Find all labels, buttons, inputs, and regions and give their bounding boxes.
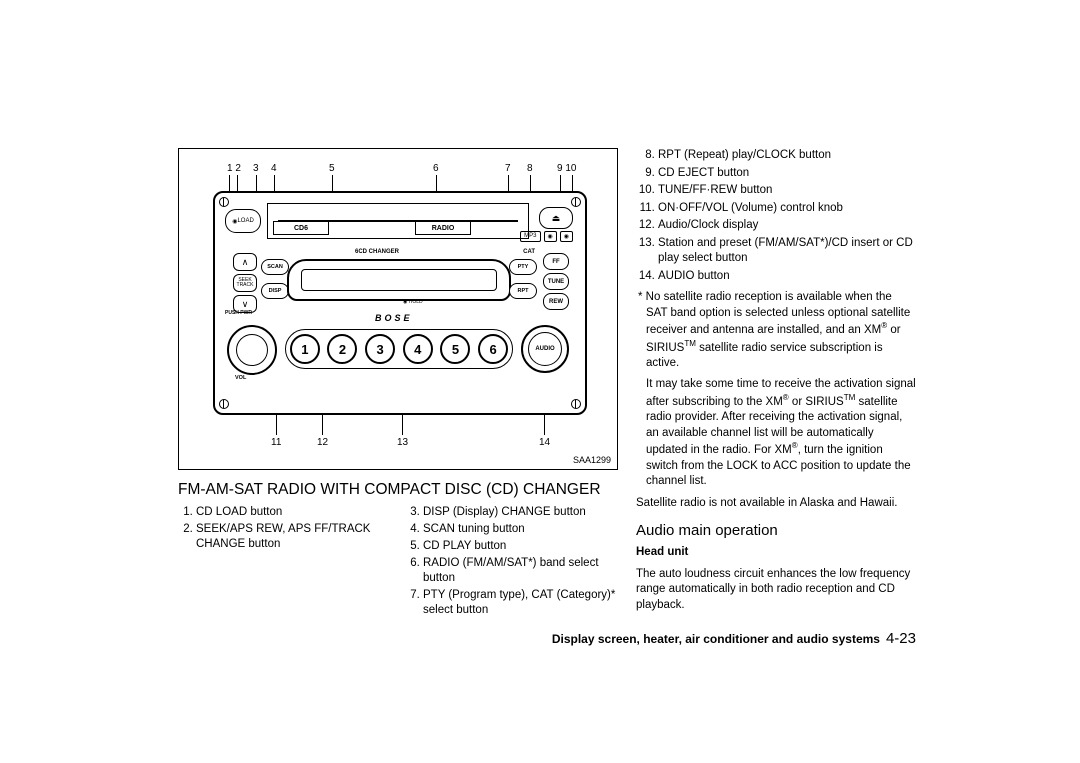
load-button: ◉ LOAD (225, 209, 261, 233)
callout: 1 2 (227, 163, 241, 174)
format-badges: MP3◉◉ (520, 231, 573, 242)
sat-availability: Satellite radio is not available in Alas… (636, 496, 916, 512)
callout: 11 (271, 437, 281, 448)
callout-list-b: DISP (Display) CHANGE button SCAN tuning… (405, 505, 618, 618)
volume-knob (227, 325, 277, 375)
scan-button: SCAN (261, 259, 289, 275)
preset-buttons: 1 2 3 4 5 6 (285, 329, 513, 369)
changer-label: 6CD CHANGER (355, 249, 399, 255)
callout-list-a: CD LOAD button SEEK/APS REW, APS FF/TRAC… (178, 505, 391, 552)
callout: 9 10 (557, 163, 576, 174)
callout: 5 (329, 163, 335, 174)
eject-button: ⏏ (539, 207, 573, 229)
hold-label: ◉ HOLD (403, 299, 423, 305)
push-pwr-label: PUSH PWR (225, 311, 252, 316)
rpt-button: RPT (509, 283, 537, 299)
subheading: Audio main operation (636, 521, 916, 541)
callout: 14 (539, 437, 550, 448)
vol-label: VOL (235, 375, 246, 381)
callout: 4 (271, 163, 277, 174)
pty-button: PTY (509, 259, 537, 275)
callout: 13 (397, 437, 408, 448)
radio-label: RADIO (415, 221, 471, 235)
page-footer: Display screen, heater, air conditioner … (178, 630, 916, 647)
cat-label: CAT (523, 249, 535, 255)
display-panel (287, 259, 511, 301)
callout-list-c: RPT (Repeat) play/CLOCK button CD EJECT … (636, 148, 916, 284)
callout: 3 (253, 163, 259, 174)
callout: 8 (527, 163, 533, 174)
head-unit-text: The auto loudness circuit enhances the l… (636, 567, 916, 614)
tune-buttons: FF TUNE REW (543, 253, 567, 313)
callout: 6 (433, 163, 439, 174)
sat-note-2: It may take some time to receive the act… (636, 377, 916, 489)
brand-logo: BOSE (375, 313, 413, 323)
callout: 7 (505, 163, 511, 174)
audio-knob: AUDIO (521, 325, 569, 373)
head-unit: ◉ LOAD CD6 RADIO ⏏ MP3◉◉ 6CD CHANGER CAT… (213, 191, 587, 415)
figure-id: SAA1299 (573, 455, 611, 465)
section-title: FM-AM-SAT RADIO WITH COMPACT DISC (CD) C… (178, 480, 618, 499)
head-unit-heading: Head unit (636, 545, 916, 561)
radio-diagram: 1 2 3 4 5 6 7 8 9 10 11 (178, 148, 618, 470)
seek-buttons: ∧ SEEK TRACK ∨ (233, 253, 255, 316)
sat-note-1: * No satellite radio reception is availa… (636, 290, 916, 371)
callout: 12 (317, 437, 328, 448)
disp-button: DISP (261, 283, 289, 299)
cd6-label: CD6 (273, 221, 329, 235)
